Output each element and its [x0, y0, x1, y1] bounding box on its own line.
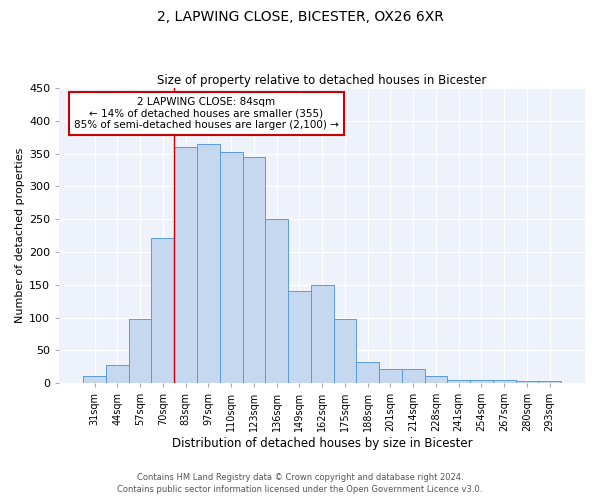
Bar: [106, 366, 129, 383]
Bar: [83, 376, 106, 383]
Bar: [425, 376, 448, 383]
Bar: [402, 368, 425, 383]
Bar: [470, 380, 493, 383]
Y-axis label: Number of detached properties: Number of detached properties: [15, 148, 25, 324]
Bar: [334, 320, 356, 383]
Bar: [311, 285, 334, 383]
Bar: [220, 152, 242, 383]
Bar: [288, 292, 311, 383]
Bar: [379, 368, 402, 383]
Title: Size of property relative to detached houses in Bicester: Size of property relative to detached ho…: [157, 74, 487, 87]
Bar: [242, 157, 265, 383]
Bar: [151, 238, 174, 383]
Bar: [538, 381, 561, 383]
X-axis label: Distribution of detached houses by size in Bicester: Distribution of detached houses by size …: [172, 437, 472, 450]
Bar: [356, 362, 379, 383]
Bar: [493, 380, 515, 383]
Text: 2 LAPWING CLOSE: 84sqm
← 14% of detached houses are smaller (355)
85% of semi-de: 2 LAPWING CLOSE: 84sqm ← 14% of detached…: [74, 97, 339, 130]
Bar: [515, 381, 538, 383]
Text: 2, LAPWING CLOSE, BICESTER, OX26 6XR: 2, LAPWING CLOSE, BICESTER, OX26 6XR: [157, 10, 443, 24]
Bar: [448, 380, 470, 383]
Bar: [129, 319, 151, 383]
Text: Contains HM Land Registry data © Crown copyright and database right 2024.
Contai: Contains HM Land Registry data © Crown c…: [118, 472, 482, 494]
Bar: [197, 144, 220, 383]
Bar: [265, 219, 288, 383]
Bar: [174, 147, 197, 383]
